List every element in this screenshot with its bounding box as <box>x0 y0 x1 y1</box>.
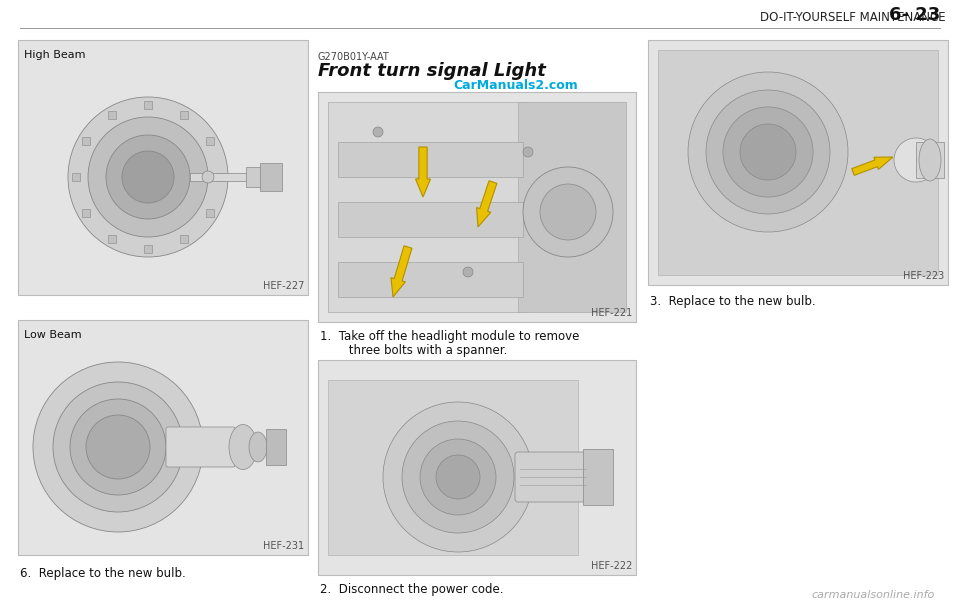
Circle shape <box>706 90 830 214</box>
Text: 2.  Disconnect the power code.: 2. Disconnect the power code. <box>320 583 503 596</box>
Bar <box>206 209 214 217</box>
Polygon shape <box>416 147 430 197</box>
Text: HEF-227: HEF-227 <box>263 281 304 291</box>
Text: 1.  Take off the headlight module to remove: 1. Take off the headlight module to remo… <box>320 330 580 343</box>
Circle shape <box>53 382 183 512</box>
Bar <box>328 380 578 555</box>
Bar <box>190 173 250 181</box>
Bar <box>72 173 80 181</box>
Text: 6- 23: 6- 23 <box>889 6 940 24</box>
Circle shape <box>420 439 496 515</box>
Bar <box>206 137 214 145</box>
FancyBboxPatch shape <box>515 452 591 502</box>
Text: DO-IT-YOURSELF MAINTENANCE: DO-IT-YOURSELF MAINTENANCE <box>760 11 946 24</box>
Text: three bolts with a spanner.: three bolts with a spanner. <box>330 344 508 357</box>
Circle shape <box>688 72 848 232</box>
Circle shape <box>86 415 150 479</box>
Text: CarManuals2.com: CarManuals2.com <box>453 79 578 92</box>
Bar <box>18 40 308 295</box>
Bar <box>144 245 152 253</box>
Bar <box>266 429 286 465</box>
Polygon shape <box>476 181 497 227</box>
Text: HEF-231: HEF-231 <box>263 541 304 551</box>
Text: Front turn signal Light: Front turn signal Light <box>318 62 546 80</box>
Bar <box>180 111 188 119</box>
Circle shape <box>894 138 938 182</box>
FancyBboxPatch shape <box>166 427 235 467</box>
Circle shape <box>436 455 480 499</box>
Bar <box>216 173 224 181</box>
Bar <box>108 236 116 244</box>
Bar <box>338 142 523 177</box>
Bar <box>916 142 944 178</box>
Polygon shape <box>852 157 893 176</box>
Circle shape <box>70 399 166 495</box>
Bar <box>648 40 948 285</box>
Circle shape <box>402 421 514 533</box>
Bar <box>338 202 523 237</box>
Bar <box>338 262 523 297</box>
Ellipse shape <box>249 432 267 462</box>
Circle shape <box>202 171 214 183</box>
Text: 3.  Replace to the new bulb.: 3. Replace to the new bulb. <box>650 295 816 308</box>
Bar <box>318 360 636 575</box>
Circle shape <box>68 97 228 257</box>
Ellipse shape <box>919 139 941 181</box>
Bar <box>246 167 264 187</box>
Bar <box>180 236 188 244</box>
Circle shape <box>723 107 813 197</box>
Circle shape <box>373 127 383 137</box>
Circle shape <box>740 124 796 180</box>
Bar <box>518 102 626 312</box>
Circle shape <box>88 117 208 237</box>
Circle shape <box>540 184 596 240</box>
Text: HEF-222: HEF-222 <box>590 561 632 571</box>
Bar <box>82 137 89 145</box>
Circle shape <box>383 402 533 552</box>
Bar <box>260 163 282 191</box>
Bar <box>658 50 938 275</box>
Text: HEF-221: HEF-221 <box>590 308 632 318</box>
Text: 6.  Replace to the new bulb.: 6. Replace to the new bulb. <box>20 567 185 580</box>
Text: Low Beam: Low Beam <box>24 330 82 340</box>
Circle shape <box>523 167 613 257</box>
Bar <box>318 92 636 322</box>
Ellipse shape <box>229 425 257 469</box>
Circle shape <box>33 362 203 532</box>
Text: carmanualsonline.info: carmanualsonline.info <box>812 590 935 600</box>
Circle shape <box>523 147 533 157</box>
Text: HEF-223: HEF-223 <box>902 271 944 281</box>
Bar <box>583 449 613 505</box>
Bar <box>328 102 528 312</box>
Circle shape <box>106 135 190 219</box>
Polygon shape <box>391 246 412 297</box>
Bar <box>82 209 89 217</box>
Circle shape <box>122 151 174 203</box>
Text: High Beam: High Beam <box>24 50 85 60</box>
Bar <box>144 101 152 109</box>
Bar <box>108 111 116 119</box>
Circle shape <box>463 267 473 277</box>
Text: G270B01Y-AAT: G270B01Y-AAT <box>318 52 390 62</box>
Bar <box>18 320 308 555</box>
